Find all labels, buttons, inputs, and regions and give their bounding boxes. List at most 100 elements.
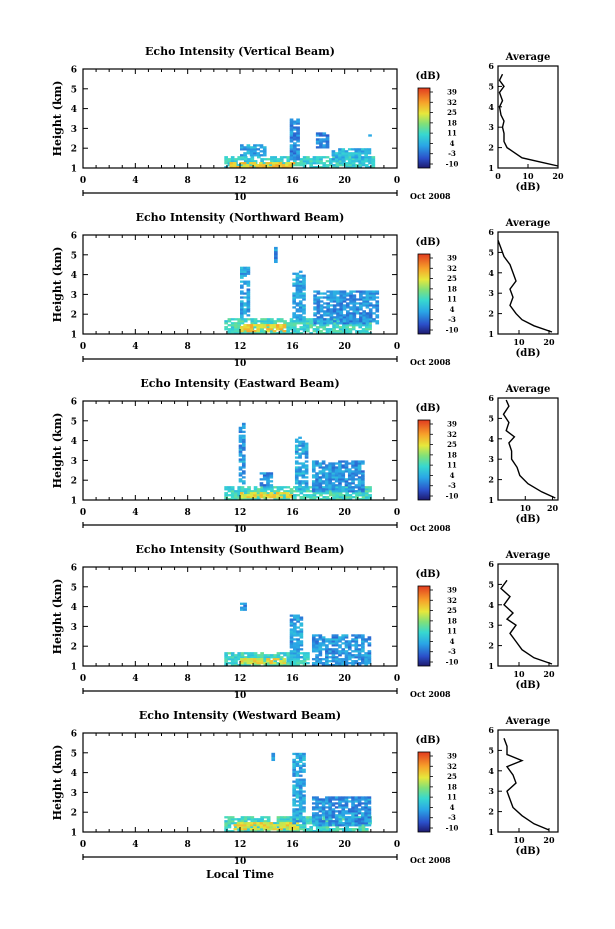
echo-cell	[266, 816, 271, 819]
echo-cell	[246, 662, 251, 665]
echo-cell	[335, 320, 340, 323]
echo-cell	[298, 480, 302, 483]
echo-cell	[276, 332, 281, 335]
x-tick-label: 4	[132, 342, 138, 352]
echo-cell	[344, 466, 349, 469]
echo-cell	[332, 164, 336, 167]
echo-cell	[292, 646, 297, 649]
echo-cell	[292, 490, 297, 493]
echo-cell	[344, 462, 349, 465]
average-frame	[497, 397, 559, 501]
echo-cell	[247, 828, 251, 831]
echo-cell	[230, 822, 235, 825]
echo-cell	[359, 296, 363, 299]
echo-cell	[252, 162, 257, 165]
echo-cell	[263, 498, 268, 501]
echo-cell	[355, 496, 359, 499]
echo-cell	[357, 820, 362, 823]
echo-cell	[349, 302, 353, 305]
echo-cell	[247, 332, 251, 335]
colorbar-tick-label: 39	[447, 420, 457, 429]
echo-cell	[266, 664, 271, 667]
echo-cell	[292, 800, 296, 803]
echo-cell	[331, 660, 336, 663]
echo-cell	[227, 662, 232, 665]
echo-cell	[294, 474, 299, 477]
echo-cell	[266, 654, 271, 657]
echo-cell	[329, 294, 334, 297]
echo-cell	[274, 260, 278, 264]
x-tick-label: 0	[394, 674, 400, 684]
echo-cell	[315, 820, 319, 823]
echo-cell	[325, 798, 329, 801]
echo-cell	[325, 324, 330, 327]
echo-cell	[240, 272, 244, 275]
colorbar-tick-label: 39	[447, 88, 457, 97]
echo-cell	[342, 816, 346, 819]
echo-cell	[294, 456, 299, 459]
echo-cell	[355, 166, 359, 169]
echo-cell	[240, 496, 244, 499]
echo-cell	[325, 656, 329, 659]
echo-cell	[227, 494, 232, 497]
echo-cell	[283, 322, 287, 325]
echo-cell	[334, 660, 339, 663]
echo-cell	[364, 830, 369, 833]
echo-cell	[361, 650, 365, 653]
echo-cell	[243, 270, 247, 273]
echo-cell	[289, 644, 294, 647]
x-tick-label: 16	[286, 342, 299, 352]
echo-cell	[338, 490, 342, 493]
echo-cell	[294, 482, 299, 485]
echo-cell	[256, 662, 261, 665]
echo-cell	[326, 302, 331, 305]
echo-cell	[338, 664, 342, 667]
average-y-tick-label: 1	[488, 661, 494, 671]
echo-cell	[339, 300, 344, 303]
echo-cell	[344, 636, 349, 639]
echo-cell	[230, 664, 235, 667]
y-tick-label: 2	[71, 145, 77, 155]
panel-title: Echo Intensity (Westward Beam)	[139, 709, 341, 722]
echo-cell	[331, 470, 336, 473]
echo-cell	[364, 152, 368, 155]
echo-cell	[336, 322, 340, 325]
average-profile-line	[497, 239, 553, 333]
echo-cell	[230, 322, 235, 325]
echo-cell	[282, 326, 287, 329]
echo-cell	[321, 466, 326, 469]
echo-cell	[325, 812, 329, 815]
echo-cell	[344, 634, 349, 637]
echo-cell	[315, 486, 319, 489]
echo-cell	[306, 326, 310, 329]
echo-cell	[302, 298, 306, 301]
x-tick-label: 16	[286, 840, 299, 850]
echo-cell	[345, 486, 349, 489]
echo-cell	[295, 792, 300, 795]
echo-cell	[247, 318, 251, 321]
echo-cell	[253, 822, 257, 825]
echo-cell	[240, 322, 245, 325]
echo-cell	[354, 824, 359, 827]
echo-cell	[302, 830, 307, 833]
average-y-tick-label: 5	[488, 81, 494, 91]
echo-cell	[227, 816, 232, 819]
echo-cell	[292, 822, 296, 825]
echo-cell	[334, 158, 339, 161]
echo-cell	[339, 304, 344, 307]
echo-cell	[341, 464, 346, 467]
echo-cell	[246, 496, 251, 499]
echo-cell	[240, 326, 244, 329]
echo-cell	[347, 648, 352, 651]
echo-cell	[285, 492, 290, 495]
x-tick-label: 8	[185, 508, 191, 518]
echo-cell	[298, 810, 303, 813]
echo-cell	[361, 796, 365, 799]
x-axis-label: Local Time	[206, 868, 274, 881]
echo-cell	[276, 662, 281, 665]
echo-cell	[347, 160, 352, 163]
echo-cell	[331, 486, 336, 489]
echo-cell	[328, 162, 333, 165]
echo-cell	[375, 300, 380, 303]
echo-cell	[279, 496, 283, 499]
